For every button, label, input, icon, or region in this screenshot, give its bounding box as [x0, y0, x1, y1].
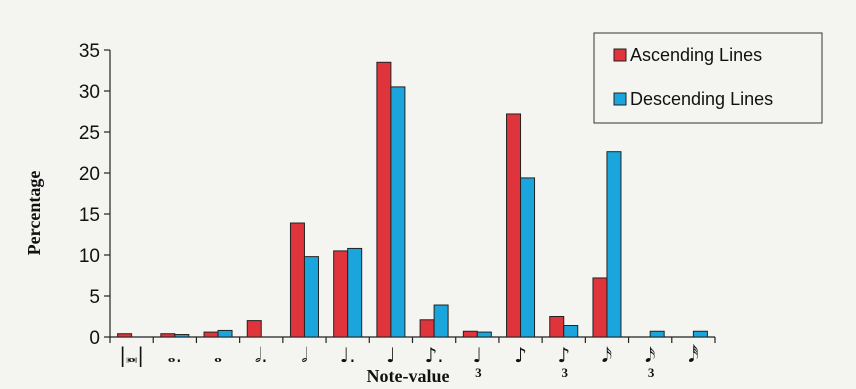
- bar-descending: [347, 247, 363, 338]
- legend-swatch-descending: [613, 92, 627, 106]
- dotted-quarter-note-icon: ♩.: [340, 343, 356, 367]
- bar-ascending: [549, 316, 565, 338]
- bar-ascending: [592, 277, 608, 338]
- y-tick-label: 30: [79, 82, 100, 103]
- dotted-eighth-note-icon: ♪.: [425, 343, 444, 367]
- bar-ascending: [289, 222, 305, 338]
- bar-descending: [433, 304, 449, 338]
- bar-descending: [606, 151, 622, 338]
- y-tick-label: 0: [89, 328, 100, 349]
- bar-descending: [217, 329, 233, 338]
- bar-ascending: [462, 330, 478, 338]
- bar-descending: [174, 334, 190, 338]
- bar-descending: [476, 331, 492, 338]
- dotted-half-note-icon: 𝅗𝅥.: [255, 343, 268, 367]
- half-note-icon: 𝅗𝅥: [301, 343, 307, 367]
- bar-descending: [649, 330, 665, 338]
- bar-ascending: [333, 250, 349, 338]
- y-tick-label: 35: [79, 41, 100, 62]
- bar-descending: [303, 256, 319, 338]
- y-tick-label: 5: [89, 287, 100, 308]
- bar-ascending: [117, 333, 133, 338]
- bar-ascending: [246, 320, 262, 338]
- x-axis: [109, 336, 716, 343]
- x-tick-labels: |𝅜| 𝅝. 𝅝 𝅗𝅥. 𝅗𝅥 ♩. ♩ ♪. ♩3♪ ♪3𝅘𝅥𝅯 𝅘𝅥𝅯3𝅘𝅥𝅰: [119, 343, 698, 380]
- bar-descending: [390, 86, 406, 338]
- triplet-marker: 3: [648, 365, 655, 380]
- y-tick-label: 20: [79, 164, 100, 185]
- breve-icon: |𝅜|: [119, 343, 144, 367]
- bar-ascending: [160, 333, 176, 338]
- y-tick-label: 15: [79, 205, 100, 226]
- bar-ascending: [506, 113, 522, 338]
- legend-label-descending: Descending Lines: [630, 89, 773, 109]
- bar-descending: [563, 325, 579, 338]
- legend-box: [593, 32, 823, 124]
- legend-swatch-ascending: [613, 48, 627, 62]
- sixteenth-triplet-icon: 𝅘𝅥𝅯: [645, 343, 655, 367]
- dotted-whole-note-icon: 𝅝.: [168, 343, 182, 367]
- x-axis-title: Note-value: [367, 366, 450, 386]
- eighth-note-icon: ♪: [514, 343, 527, 367]
- triplet-marker: 3: [562, 365, 569, 380]
- bar-ascending: [419, 319, 435, 338]
- y-tick-label: 10: [79, 246, 100, 267]
- sixteenth-note-icon: 𝅘𝅥𝅯: [602, 343, 612, 367]
- y-axis: 0 5 10 15 20 25 30 35: [79, 41, 111, 349]
- bar-ascending: [203, 331, 219, 338]
- bar-descending: [520, 177, 536, 338]
- y-axis-title: Percentage: [24, 171, 44, 256]
- thirty-second-note-icon: 𝅘𝅥𝅰: [688, 343, 698, 367]
- bar-descending: [692, 330, 708, 338]
- bar-ascending: [376, 61, 392, 338]
- quarter-triplet-icon: ♩: [473, 343, 482, 367]
- legend: Ascending Lines Descending Lines: [593, 32, 823, 124]
- bar-series: [117, 61, 708, 338]
- legend-label-ascending: Ascending Lines: [630, 45, 762, 65]
- whole-note-icon: 𝅝: [214, 343, 222, 367]
- y-tick-label: 25: [79, 123, 100, 144]
- quarter-note-icon: ♩: [386, 343, 395, 367]
- triplet-marker: 3: [475, 365, 482, 380]
- eighth-triplet-icon: ♪: [557, 343, 570, 367]
